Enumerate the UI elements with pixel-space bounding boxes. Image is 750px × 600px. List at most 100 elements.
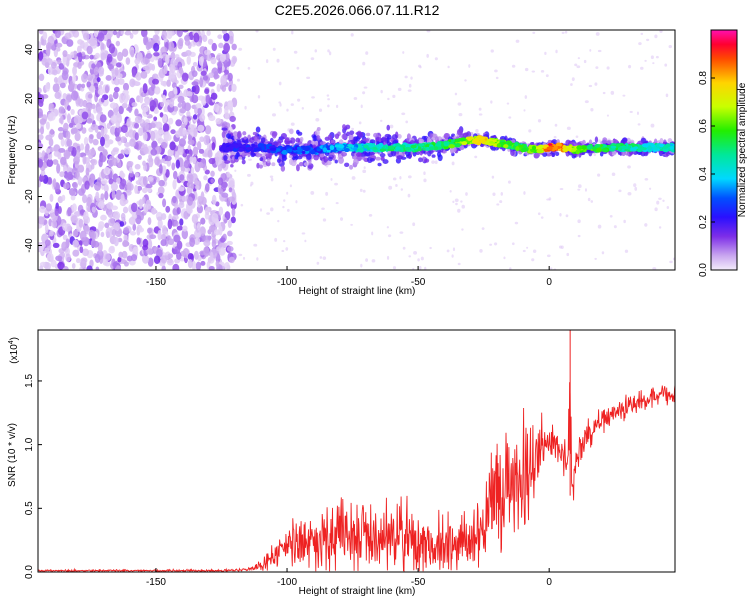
spectrogram-cell xyxy=(211,141,216,151)
spectrogram-cell xyxy=(129,138,136,147)
spectrogram-cell xyxy=(153,255,161,265)
spectrogram-cell xyxy=(658,197,662,200)
spectrogram-cell xyxy=(189,156,194,163)
spectrogram-cell xyxy=(61,70,69,81)
spectrogram-cell xyxy=(136,237,141,245)
spectrogram-cell xyxy=(195,102,202,109)
spectrogram-cell xyxy=(555,49,558,54)
spectrogram-cell xyxy=(75,258,81,264)
spectrogram-cell xyxy=(143,203,149,214)
spectrogram-cell xyxy=(86,196,92,207)
spectrogram-cell xyxy=(518,144,524,148)
spectrogram-cell xyxy=(337,156,344,164)
spectrogram-cell xyxy=(202,75,209,81)
spectrogram-cell xyxy=(115,120,120,129)
spectrogram-cell xyxy=(108,94,113,100)
spectrogram-cell xyxy=(104,138,111,148)
spectrogram-cell xyxy=(277,219,280,223)
spectrogram-cell xyxy=(587,197,591,202)
spectrogram-cell xyxy=(77,164,85,173)
spectrogram-cell xyxy=(134,172,139,178)
spectrogram-cell xyxy=(221,131,226,139)
spectrogram-cell xyxy=(225,52,230,62)
spectrogram-cell xyxy=(60,138,65,147)
spectrogram-cell xyxy=(102,258,109,266)
spectrogram-cell xyxy=(654,207,658,212)
spectrogram-cell xyxy=(450,139,455,143)
spectrogram-cell xyxy=(115,62,122,68)
spectrogram-cell xyxy=(272,113,276,117)
spectrogram-cell xyxy=(601,251,605,255)
spectrogram-cell xyxy=(479,139,486,144)
spectrogram-x-label: Height of straight line (km) xyxy=(299,286,416,297)
spectrogram-cell xyxy=(566,252,570,257)
spectrogram-cell xyxy=(202,152,208,157)
spectrogram-cell xyxy=(81,111,89,120)
spectrogram-cell xyxy=(162,123,170,133)
spectrogram-cell xyxy=(434,57,438,61)
spectrogram-cell xyxy=(52,220,58,229)
spectrogram-cell xyxy=(455,202,458,206)
spectrogram-cell xyxy=(597,173,601,177)
spectrogram-cell xyxy=(120,124,128,134)
spectrogram-cell xyxy=(44,223,49,234)
spectrogram-cell xyxy=(215,201,220,207)
spectrogram-cell xyxy=(594,82,598,86)
spectrogram-cell xyxy=(113,78,120,86)
spectrogram-cell xyxy=(213,229,221,236)
spectrogram-cell xyxy=(353,146,358,152)
spectrogram-cell xyxy=(423,171,426,176)
spectrogram-cell xyxy=(151,207,157,215)
spectrogram-cell xyxy=(603,144,607,148)
spectrogram-cell xyxy=(77,176,83,186)
spectrogram-cell xyxy=(49,147,55,153)
spectrogram-cell xyxy=(70,127,78,134)
spectrogram-cell xyxy=(199,77,204,88)
spectrogram-cell xyxy=(71,146,77,157)
spectrogram-cell xyxy=(644,177,649,181)
spectrogram-cell xyxy=(71,74,77,84)
spectrogram-cell xyxy=(576,145,583,150)
spectrogram-cell xyxy=(640,147,647,151)
spectrogram-cell xyxy=(423,178,427,183)
spectrogram-cell xyxy=(245,146,252,150)
spectrogram-cell xyxy=(231,55,238,64)
spectrogram-cell xyxy=(259,162,263,165)
spectrogram-cell xyxy=(316,261,320,265)
spectrogram-cell xyxy=(55,255,63,262)
spectrogram-cell xyxy=(76,45,82,54)
spectrogram-cell xyxy=(182,128,187,137)
spectrogram-cell xyxy=(44,62,50,68)
spectrogram-cell xyxy=(408,83,412,88)
spectrogram-cell xyxy=(54,208,59,217)
spectrogram-cell xyxy=(387,234,392,238)
spectrogram-cell xyxy=(574,63,578,67)
spectrogram-cell xyxy=(111,190,116,200)
spectrogram-cell xyxy=(149,122,156,129)
spectrogram-cell xyxy=(457,262,461,266)
spectrogram-cell xyxy=(173,86,178,95)
spectrogram-cell xyxy=(97,201,105,210)
spectrogram-cell xyxy=(380,137,387,142)
spectrogram-cell xyxy=(408,255,412,258)
spectrogram-cell xyxy=(103,167,111,176)
spectrogram-cell xyxy=(203,246,210,257)
spectrogram-cell xyxy=(82,194,88,204)
spectrogram-cell xyxy=(122,239,129,248)
spectrogram-cell xyxy=(238,147,245,152)
spectrogram-cell xyxy=(293,50,298,54)
spectrogram-cell xyxy=(177,39,184,50)
spectrogram-cell xyxy=(481,227,485,230)
spectrogram-cell xyxy=(49,128,54,136)
spectrogram-cell xyxy=(204,183,210,193)
y-tick-label: 40 xyxy=(24,44,35,56)
spectrogram-cell xyxy=(640,66,644,70)
spectrogram-cell xyxy=(559,187,564,191)
spectrogram-cell xyxy=(160,141,168,149)
spectrogram-cell xyxy=(410,76,413,80)
spectrogram-cell xyxy=(48,103,54,108)
spectrogram-cell xyxy=(113,222,121,231)
y-tick-label: 0.5 xyxy=(24,501,35,515)
spectrogram-cell xyxy=(178,186,185,192)
